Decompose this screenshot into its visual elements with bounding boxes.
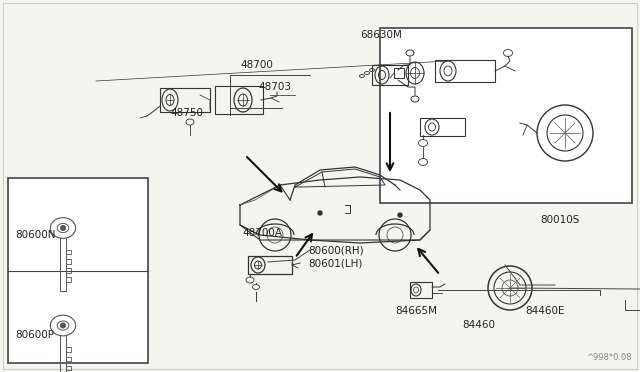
Bar — [380, 28, 632, 203]
Text: 48700A: 48700A — [242, 228, 282, 238]
Bar — [435, 60, 495, 82]
Bar — [372, 65, 408, 85]
Text: 80600N: 80600N — [15, 230, 56, 240]
Text: 48750: 48750 — [170, 108, 203, 118]
Bar — [8, 178, 148, 363]
Circle shape — [398, 213, 402, 217]
Bar — [160, 88, 210, 112]
Text: 80600P: 80600P — [15, 330, 54, 340]
Bar — [248, 256, 292, 274]
Text: 84665M: 84665M — [395, 306, 437, 316]
Circle shape — [61, 226, 65, 230]
Text: 84460: 84460 — [462, 320, 495, 330]
Text: 80600(RH): 80600(RH) — [308, 245, 364, 255]
Text: 80010S: 80010S — [540, 215, 579, 225]
Bar — [420, 118, 465, 136]
Text: ^998*0.08: ^998*0.08 — [586, 353, 632, 362]
Text: 48700: 48700 — [240, 60, 273, 70]
Text: 68630M: 68630M — [360, 30, 402, 40]
Bar — [394, 68, 404, 78]
Text: 80601(LH): 80601(LH) — [308, 258, 362, 268]
Bar — [410, 282, 432, 298]
Circle shape — [61, 323, 65, 328]
Text: 48703: 48703 — [258, 82, 291, 92]
Circle shape — [318, 211, 322, 215]
Bar — [215, 86, 263, 114]
Text: 84460E: 84460E — [525, 306, 564, 316]
